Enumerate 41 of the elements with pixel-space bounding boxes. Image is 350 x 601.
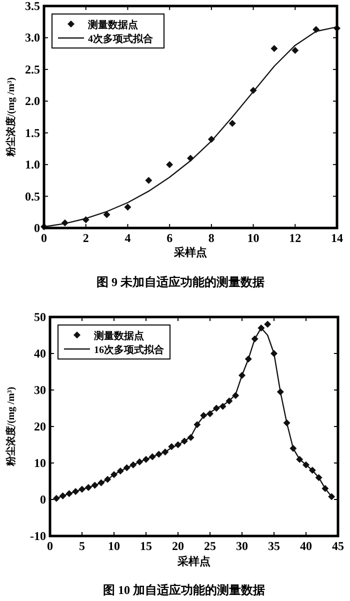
x-axis-title: 采样点	[173, 246, 207, 259]
y-tick-label: 3.0	[25, 30, 40, 45]
y-tick-label: 0	[34, 221, 40, 235]
y-tick-label: -10	[30, 529, 46, 543]
x-axis-title: 采样点	[176, 555, 210, 568]
x-tick-label: 8	[208, 231, 214, 245]
x-tick-label: 4	[124, 231, 131, 245]
legend-label: 测量数据点	[93, 330, 144, 342]
y-axis-title: 粉尘浓度/(mg /m³)	[5, 386, 17, 468]
x-tick-label: 10	[247, 231, 260, 245]
y-tick-label: 3.5	[25, 0, 40, 13]
y-tick-label: 0	[40, 492, 46, 506]
legend-label: 4次多项式拟合	[88, 33, 154, 45]
x-tick-label: 5	[79, 539, 85, 553]
x-tick-label: 25	[204, 539, 216, 553]
y-tick-label: 10	[34, 456, 46, 470]
legend-label: 测量数据点	[87, 19, 138, 31]
x-tick-label: 35	[268, 539, 280, 553]
text: 图 10 加自适应功能的测量数据	[103, 583, 265, 597]
y-tick-label: 30	[34, 383, 46, 397]
text: 图 9 未加自适应功能的测量数据	[96, 275, 264, 289]
x-tick-label: 6	[166, 231, 173, 245]
y-tick-label: 1.5	[25, 126, 40, 140]
x-tick-label: 14	[331, 231, 343, 245]
x-tick-label: 40	[300, 539, 312, 553]
y-tick-label: 50	[34, 310, 46, 324]
y-tick-label: 20	[34, 420, 46, 434]
y-tick-label: 0.5	[25, 189, 40, 204]
y-tick-label: 40	[34, 346, 46, 360]
x-tick-label: 12	[289, 231, 302, 245]
y-tick-label: 2.0	[25, 94, 40, 108]
y-tick-label: 1.0	[25, 158, 40, 172]
x-tick-label: 10	[108, 539, 120, 553]
x-tick-label: 45	[332, 539, 344, 553]
x-tick-label: 2	[82, 231, 89, 245]
legend-label: 16次多项式拟合	[94, 344, 165, 356]
x-tick-label: 20	[172, 539, 184, 553]
x-tick-label: 15	[140, 539, 152, 553]
y-axis-title: 粉尘浓度/(mg /m³)	[5, 77, 17, 158]
y-tick-label: 2.5	[25, 62, 40, 76]
x-tick-label: 30	[236, 539, 248, 553]
